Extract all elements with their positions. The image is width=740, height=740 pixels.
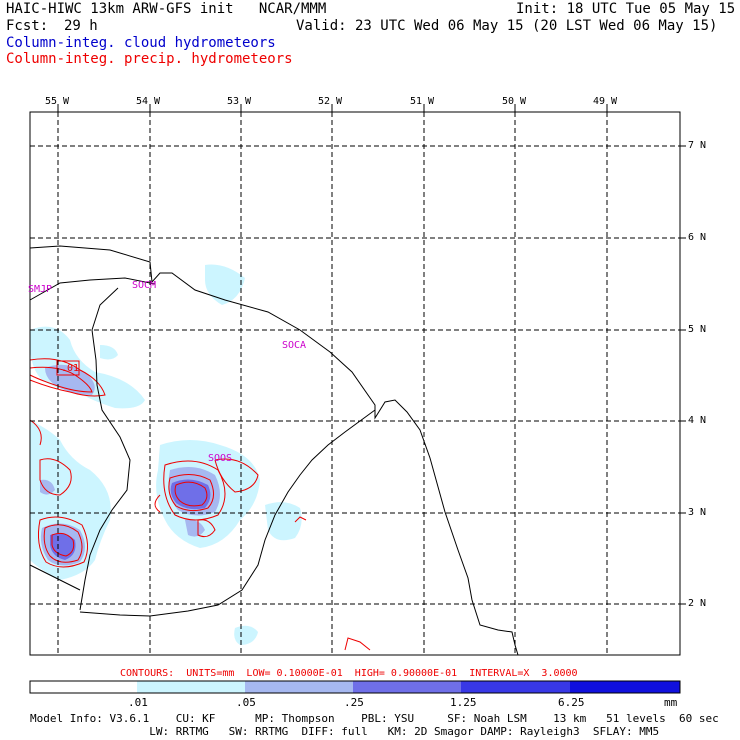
- lon-label-53w: 53 W: [227, 96, 252, 107]
- field-precip-label: Column-integ. precip. hydrometeors: [6, 51, 293, 67]
- colorbar: [29, 680, 681, 694]
- lon-label-54w: 54 W: [136, 96, 161, 107]
- lat-label-7n: 7 N: [688, 140, 707, 151]
- station-soca: SOCA: [282, 340, 307, 351]
- lon-label-50w: 50 W: [502, 96, 527, 107]
- lat-label-2n: 2 N: [688, 598, 707, 609]
- precip-contours: [29, 358, 371, 651]
- forecast-label: Fcst:: [6, 18, 49, 34]
- contours-info: CONTOURS: UNITS=mm LOW= 0.10000E-01 HIGH…: [120, 668, 578, 679]
- forecast-hour: 29 h: [64, 18, 98, 34]
- colorbar-label-001: .01: [128, 696, 148, 709]
- init-time: Init: 18 UTC Tue 05 May 15: [516, 1, 736, 17]
- cloud-shading: [30, 264, 302, 645]
- lon-label-51w: 51 W: [410, 96, 435, 107]
- contour-value-label: .01: [61, 363, 80, 374]
- colorbar-label-005: .05: [236, 696, 256, 709]
- model-info-line2: LW: RRTMG SW: RRTMG DIFF: full KM: 2D Sm…: [30, 725, 660, 738]
- lat-label-5n: 5 N: [688, 324, 707, 335]
- lon-label-49w: 49 W: [593, 96, 618, 107]
- plot-border: [29, 111, 681, 656]
- lat-label-4n: 4 N: [688, 415, 707, 426]
- lon-label-52w: 52 W: [318, 96, 343, 107]
- field-cloud-label: Column-integ. cloud hydrometeors: [6, 35, 276, 51]
- title-left: HAIC-HIWC 13km ARW-GFS init NCAR/MMM: [6, 1, 327, 17]
- lat-lon-grid: [30, 112, 680, 655]
- lat-label-6n: 6 N: [688, 232, 707, 243]
- model-info-line1: Model Info: V3.6.1 CU: KF MP: Thompson P…: [30, 712, 719, 725]
- lon-label-55w: 55 W: [45, 96, 70, 107]
- lat-label-3n: 3 N: [688, 507, 707, 518]
- colorbar-units: mm: [664, 696, 678, 709]
- coastline: [29, 245, 519, 656]
- colorbar-label-125: 1.25: [450, 696, 477, 709]
- colorbar-label-025: .25: [344, 696, 364, 709]
- valid-time: Valid: 23 UTC Wed 06 May 15 (20 LST Wed …: [296, 18, 718, 34]
- station-soos: SOOS: [208, 453, 233, 464]
- axis-ticks: [57, 104, 686, 605]
- station-socm: SOCM: [132, 280, 157, 291]
- station-smjp: SMJP: [28, 284, 53, 295]
- colorbar-label-625: 6.25: [558, 696, 585, 709]
